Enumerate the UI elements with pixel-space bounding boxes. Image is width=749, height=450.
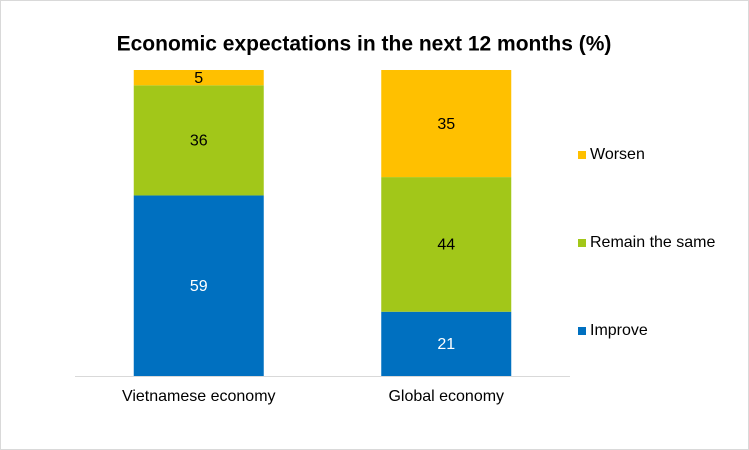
data-label: 59 [190, 278, 208, 295]
legend-marker [578, 239, 586, 247]
x-tick-label: Vietnamese economy [122, 388, 276, 405]
legend-marker [578, 327, 586, 335]
legend-label: Worsen [590, 146, 645, 163]
bar-segment [381, 70, 512, 178]
legend-label: Remain the same [590, 234, 715, 251]
chart-title: Economic expectations in the next 12 mon… [117, 33, 612, 56]
data-label: 44 [437, 237, 455, 254]
data-label: 35 [437, 116, 455, 133]
bar-segment [133, 70, 264, 86]
bar-segment [381, 177, 512, 312]
legend-label: Improve [590, 322, 648, 339]
x-tick-label: Global economy [388, 388, 504, 405]
legend-marker [578, 151, 586, 159]
bar-segment [133, 85, 264, 196]
data-label: 21 [437, 336, 455, 353]
bar-segment [381, 311, 512, 376]
data-label: 36 [190, 133, 208, 150]
data-label: 5 [194, 70, 203, 87]
bar-segment [133, 195, 264, 376]
